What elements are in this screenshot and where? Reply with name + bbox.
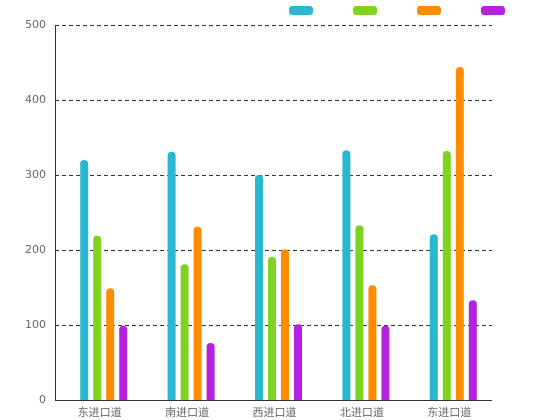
bar <box>106 288 115 400</box>
legend-swatch <box>481 6 505 15</box>
x-tick-label: 东进口道 <box>78 405 122 419</box>
legend-swatch <box>353 6 377 15</box>
y-tick-label: 500 <box>25 18 46 31</box>
bar <box>429 234 438 400</box>
bar <box>193 226 202 400</box>
bar <box>442 151 451 400</box>
bar <box>93 235 102 400</box>
x-tick-label: 北进口道 <box>340 405 384 419</box>
bar <box>294 324 302 400</box>
y-tick-label: 100 <box>25 318 46 331</box>
bar <box>206 343 215 400</box>
legend-swatch <box>289 6 313 15</box>
bar <box>281 249 289 400</box>
bar <box>80 160 89 400</box>
x-tick-label: 西进口道 <box>253 405 297 419</box>
bar <box>255 175 263 400</box>
y-tick-label: 0 <box>39 393 46 406</box>
x-tick-label: 南进口道 <box>165 405 209 419</box>
bar <box>368 285 377 400</box>
y-tick-label: 400 <box>25 93 46 106</box>
x-tick-label: 东进口道 <box>427 405 471 419</box>
y-tick-label: 300 <box>25 168 46 181</box>
bar <box>119 325 128 400</box>
y-tick-label: 200 <box>25 243 46 256</box>
bar <box>180 264 189 400</box>
bar <box>381 325 390 400</box>
bar <box>167 151 176 400</box>
bar <box>342 150 351 400</box>
bar <box>268 256 276 400</box>
bar <box>455 67 464 400</box>
bar <box>355 225 364 400</box>
bar <box>468 300 477 400</box>
legend-swatch <box>417 6 441 15</box>
